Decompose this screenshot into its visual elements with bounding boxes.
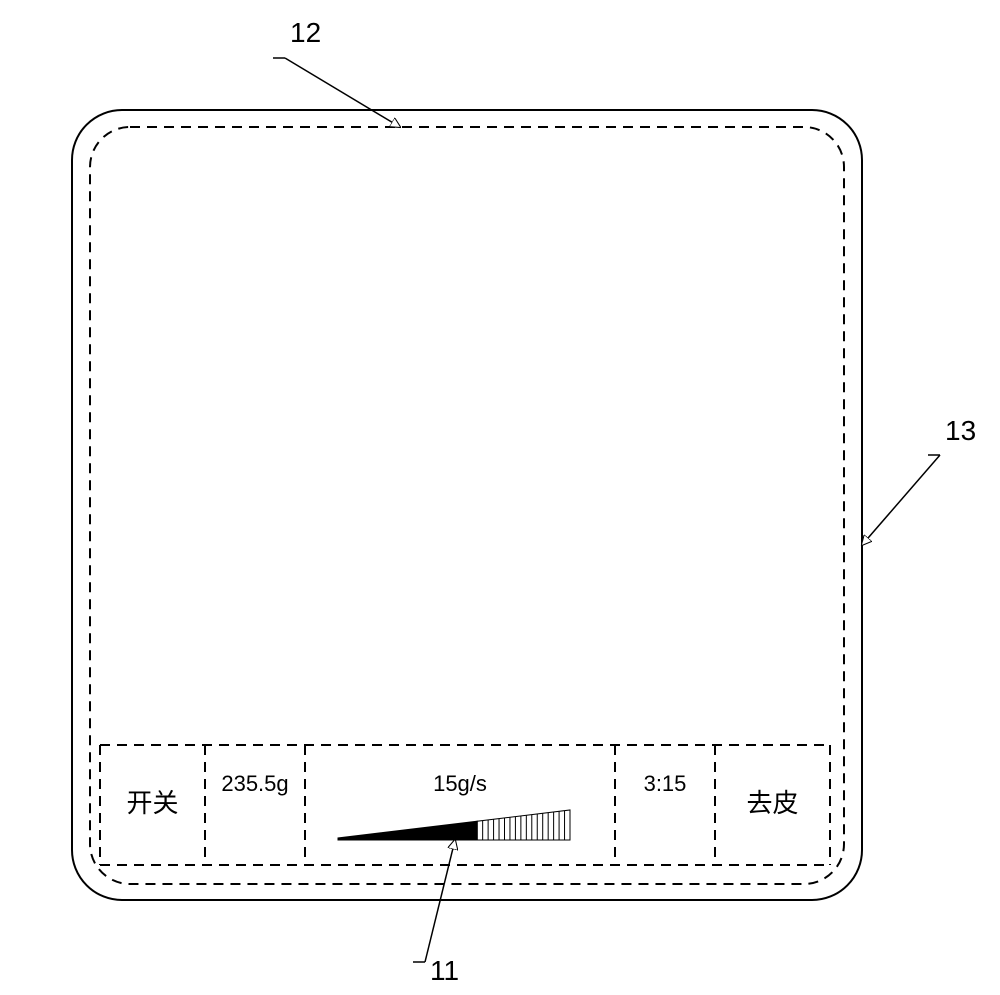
flow-rate-readout: 15g/s [433,771,487,796]
power-button[interactable]: 开关 [126,788,178,818]
wedge-outline [477,810,570,840]
callout-12-label: 12 [290,17,321,48]
tare-button[interactable]: 去皮 [746,788,798,818]
callout-11-label: 11 [430,955,459,986]
time-readout: 3:15 [644,771,687,796]
wedge-hatch [483,811,565,840]
callout-13-leader [862,455,940,545]
callout-12-leader [285,58,400,127]
callout-13-label: 13 [945,415,976,446]
wedge-filled [338,821,477,840]
weight-readout: 235.5g [221,771,288,796]
